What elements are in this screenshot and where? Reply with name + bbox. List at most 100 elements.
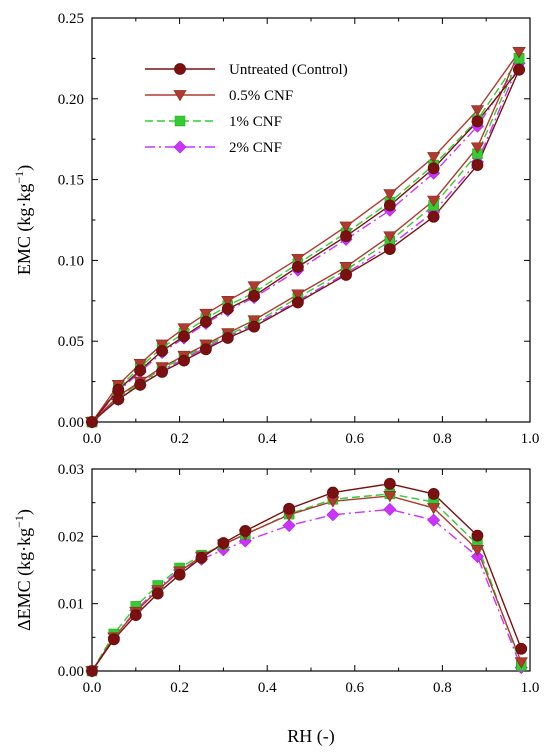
bottom-y-tick-label: 0.03 xyxy=(58,462,84,478)
top-series-layer xyxy=(85,47,526,429)
data-point xyxy=(427,210,440,223)
data-point xyxy=(340,269,352,281)
data-point xyxy=(291,296,304,309)
top-x-tick-labels: 0.0 0.2 0.4 0.6 0.8 1.0 xyxy=(83,431,540,447)
data-point xyxy=(199,315,212,328)
data-point xyxy=(177,323,191,335)
delta-line xyxy=(91,483,522,672)
legend-marker xyxy=(174,63,186,75)
legend-label: Untreated (Control) xyxy=(229,62,348,78)
data-point xyxy=(383,491,397,503)
data-point xyxy=(156,366,168,378)
data-point xyxy=(471,529,484,542)
desorption-line xyxy=(91,51,520,423)
data-point xyxy=(427,488,440,500)
data-point xyxy=(427,503,441,515)
bottom-x-tick-label: 0.8 xyxy=(433,680,452,696)
data-point xyxy=(247,281,261,293)
top-y-tick-label: 0.05 xyxy=(58,334,84,350)
data-point xyxy=(195,551,208,564)
legend-label: 0.5% CNF xyxy=(229,88,293,104)
data-point xyxy=(217,537,230,549)
data-point xyxy=(427,195,441,207)
data-point xyxy=(383,477,396,490)
adsorption-line xyxy=(91,51,520,423)
legend-label: 2% CNF xyxy=(229,140,282,156)
data-point xyxy=(514,657,528,669)
bottom-tick-marks xyxy=(91,468,531,672)
data-point xyxy=(470,105,485,117)
top-x-tick-label: 0.8 xyxy=(433,431,452,447)
data-point xyxy=(156,344,168,357)
data-point xyxy=(383,199,396,212)
data-point xyxy=(383,243,396,255)
top-y-tick-label: 0.10 xyxy=(58,253,84,269)
top-x-tick-label: 0.2 xyxy=(170,431,189,447)
data-point xyxy=(291,253,305,266)
data-point xyxy=(173,568,186,581)
top-plot-frame xyxy=(91,17,531,423)
bottom-x-tick-label: 0.6 xyxy=(345,680,364,696)
data-point xyxy=(513,63,525,76)
data-point xyxy=(383,502,397,516)
bottom-x-tick-label: 0.2 xyxy=(170,680,189,696)
bottom-y-tick-label: 0.02 xyxy=(58,529,84,545)
data-point xyxy=(326,508,340,522)
data-point xyxy=(427,162,440,175)
legend-marker xyxy=(174,115,186,127)
data-point xyxy=(134,378,147,391)
top-x-tick-label: 0.0 xyxy=(83,431,102,447)
top-y-tick-label: 0.20 xyxy=(58,92,84,108)
data-point xyxy=(108,633,120,646)
legend-label: 1% CNF xyxy=(229,114,282,130)
data-point xyxy=(339,262,353,274)
legend: Untreated (Control) 0.5% CNF 1% CNF 2% CNF xyxy=(145,62,348,156)
data-point xyxy=(515,642,528,655)
top-tick-marks xyxy=(91,17,531,423)
top-x-tick-label: 0.4 xyxy=(258,431,277,447)
data-point xyxy=(129,609,142,622)
data-point xyxy=(112,383,125,396)
bottom-plot-frame xyxy=(91,468,531,672)
data-point xyxy=(221,295,235,308)
data-point xyxy=(282,519,296,533)
data-point xyxy=(283,502,296,515)
data-point xyxy=(199,343,212,356)
data-point xyxy=(248,320,260,333)
legend-marker xyxy=(173,140,187,154)
data-point xyxy=(199,308,213,321)
data-point xyxy=(178,330,190,343)
data-point xyxy=(326,486,339,499)
data-point xyxy=(512,47,526,59)
delta-emc-panel: 0.0 0.2 0.4 0.6 0.8 1.0 0.00 0.01 0.02 0… xyxy=(12,462,539,747)
x-axis-label: RH (-) xyxy=(287,726,335,747)
data-point xyxy=(291,260,304,273)
data-point xyxy=(86,416,98,428)
data-point xyxy=(151,587,164,600)
data-point xyxy=(339,221,353,233)
data-point xyxy=(470,142,485,154)
data-point xyxy=(221,302,234,315)
desorption-line xyxy=(91,62,520,423)
data-point xyxy=(471,115,484,128)
bottom-x-tick-labels: 0.0 0.2 0.4 0.6 0.8 1.0 xyxy=(83,680,540,696)
data-point xyxy=(471,159,484,171)
top-y-tick-label: 0.00 xyxy=(58,415,84,431)
bottom-y-tick-label: 0.01 xyxy=(58,597,84,613)
data-point xyxy=(470,544,485,557)
top-y-tick-label: 0.25 xyxy=(58,11,84,27)
data-point xyxy=(291,289,305,301)
desorption-line xyxy=(91,58,520,423)
bottom-x-tick-label: 1.0 xyxy=(521,680,540,696)
data-point xyxy=(248,290,260,302)
data-point xyxy=(134,364,147,377)
data-point xyxy=(427,513,441,527)
top-x-tick-label: 1.0 xyxy=(521,431,540,447)
legend-marker xyxy=(173,90,187,102)
data-point xyxy=(383,189,397,201)
bottom-x-tick-label: 0.0 xyxy=(83,680,102,696)
data-point xyxy=(221,332,234,344)
emc-panel: 0.0 0.2 0.4 0.6 0.8 1.0 0.00 0.05 0.10 0… xyxy=(12,11,539,447)
desorption-line xyxy=(91,69,520,423)
